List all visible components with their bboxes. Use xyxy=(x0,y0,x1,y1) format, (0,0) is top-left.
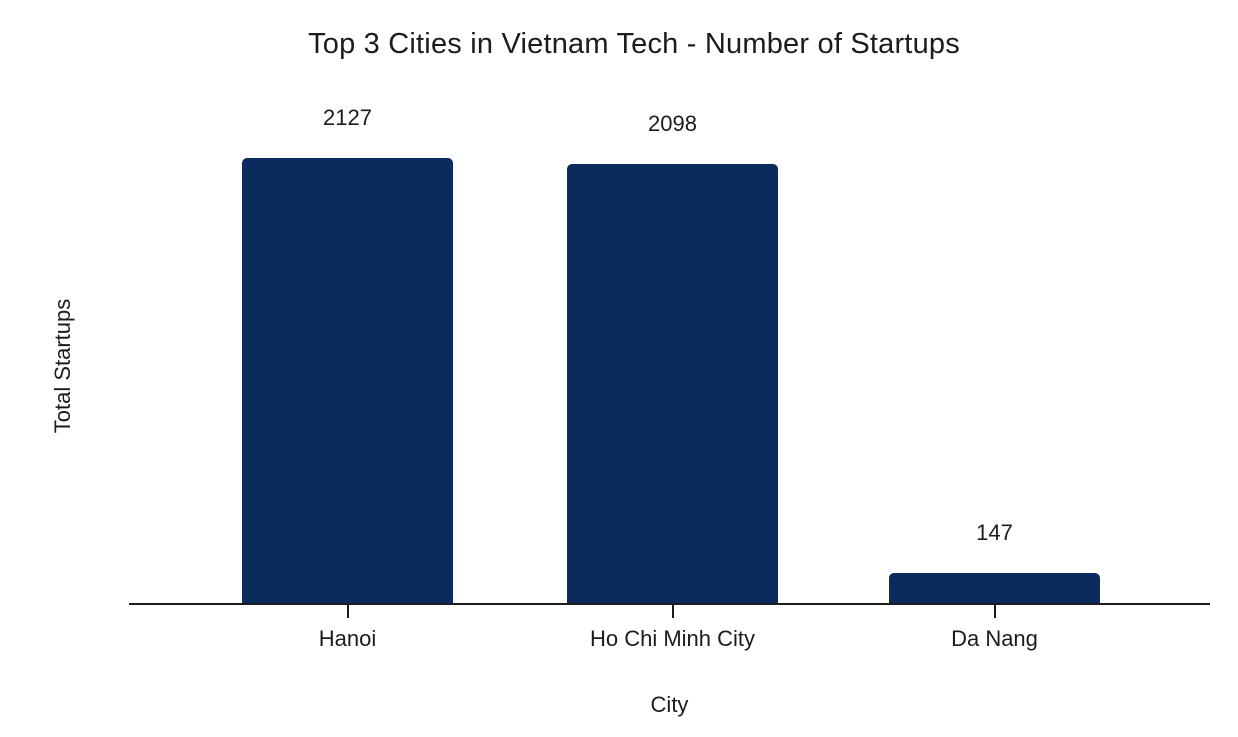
x-tick-label-ho-chi-minh-city: Ho Chi Minh City xyxy=(589,626,756,651)
bar-value-label-da-nang: 147 xyxy=(976,520,1013,545)
bar-da-nang xyxy=(889,573,1100,604)
x-tick-label-hanoi: Hanoi xyxy=(318,626,377,651)
x-axis-tick-ho-chi-minh-city xyxy=(671,605,674,618)
bar-ho-chi-minh-city xyxy=(567,164,778,604)
x-axis-line xyxy=(129,603,1210,605)
x-axis-tick-hanoi xyxy=(346,605,349,618)
x-axis-title: City xyxy=(650,692,689,717)
x-tick-label-da-nang: Da Nang xyxy=(951,626,1038,651)
chart-title: Top 3 Cities in Vietnam Tech - Number of… xyxy=(308,28,960,60)
bar-hanoi xyxy=(242,158,453,604)
x-axis-tick-da-nang xyxy=(993,605,996,618)
bar-value-label-hanoi: 2127 xyxy=(323,105,372,130)
bar-value-label-ho-chi-minh-city: 2098 xyxy=(648,111,697,136)
y-axis-title: Total Startups xyxy=(50,298,75,434)
